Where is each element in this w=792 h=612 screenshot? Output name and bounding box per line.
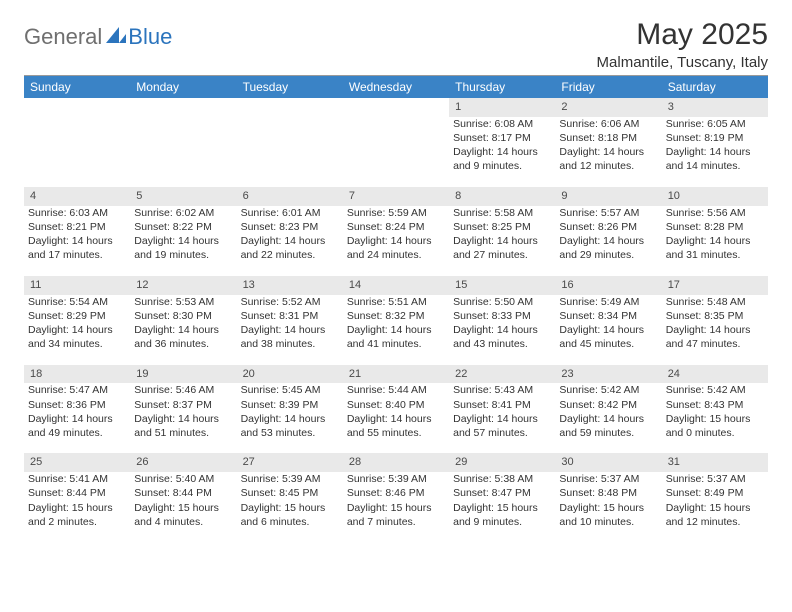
calendar-table: SundayMondayTuesdayWednesdayThursdayFrid… [24, 76, 768, 542]
day-details-row: Sunrise: 5:47 AMSunset: 8:36 PMDaylight:… [24, 383, 768, 453]
day-detail-cell: Sunrise: 5:39 AMSunset: 8:45 PMDaylight:… [237, 472, 343, 542]
day-details-row: Sunrise: 5:54 AMSunset: 8:29 PMDaylight:… [24, 295, 768, 365]
day-detail-cell: Sunrise: 5:52 AMSunset: 8:31 PMDaylight:… [237, 295, 343, 365]
day-number-row: 18192021222324 [24, 365, 768, 384]
day-number-cell: 11 [24, 276, 130, 295]
day-number-row: 25262728293031 [24, 453, 768, 472]
title-block: May 2025 Malmantile, Tuscany, Italy [597, 18, 768, 71]
day-detail-cell: Sunrise: 5:44 AMSunset: 8:40 PMDaylight:… [343, 383, 449, 453]
header: General Blue May 2025 Malmantile, Tuscan… [24, 18, 768, 71]
day-detail-cell: Sunrise: 5:53 AMSunset: 8:30 PMDaylight:… [130, 295, 236, 365]
logo-text-blue: Blue [128, 24, 172, 50]
day-detail-cell: Sunrise: 5:41 AMSunset: 8:44 PMDaylight:… [24, 472, 130, 542]
day-header: Saturday [662, 76, 768, 98]
day-number-cell: 29 [449, 453, 555, 472]
day-number-cell: 15 [449, 276, 555, 295]
day-header: Friday [555, 76, 661, 98]
calendar-body: 123Sunrise: 6:08 AMSunset: 8:17 PMDaylig… [24, 98, 768, 542]
day-number-row: 45678910 [24, 187, 768, 206]
day-header: Thursday [449, 76, 555, 98]
location: Malmantile, Tuscany, Italy [597, 54, 768, 71]
day-detail-cell: Sunrise: 6:05 AMSunset: 8:19 PMDaylight:… [662, 117, 768, 187]
day-detail-cell: Sunrise: 5:45 AMSunset: 8:39 PMDaylight:… [237, 383, 343, 453]
day-number-cell [343, 98, 449, 117]
day-number-cell: 25 [24, 453, 130, 472]
day-number-cell: 5 [130, 187, 236, 206]
day-detail-cell: Sunrise: 5:54 AMSunset: 8:29 PMDaylight:… [24, 295, 130, 365]
day-detail-cell [130, 117, 236, 187]
day-number-cell: 8 [449, 187, 555, 206]
day-detail-cell: Sunrise: 6:06 AMSunset: 8:18 PMDaylight:… [555, 117, 661, 187]
day-number-cell: 26 [130, 453, 236, 472]
day-detail-cell: Sunrise: 5:47 AMSunset: 8:36 PMDaylight:… [24, 383, 130, 453]
day-number-cell: 20 [237, 365, 343, 384]
day-number-cell: 19 [130, 365, 236, 384]
day-number-cell: 3 [662, 98, 768, 117]
day-detail-cell: Sunrise: 5:58 AMSunset: 8:25 PMDaylight:… [449, 206, 555, 276]
day-detail-cell: Sunrise: 5:39 AMSunset: 8:46 PMDaylight:… [343, 472, 449, 542]
day-number-cell: 1 [449, 98, 555, 117]
month-title: May 2025 [597, 18, 768, 52]
day-number-cell: 6 [237, 187, 343, 206]
day-number-cell: 12 [130, 276, 236, 295]
day-details-row: Sunrise: 6:08 AMSunset: 8:17 PMDaylight:… [24, 117, 768, 187]
day-detail-cell: Sunrise: 5:40 AMSunset: 8:44 PMDaylight:… [130, 472, 236, 542]
day-detail-cell: Sunrise: 5:48 AMSunset: 8:35 PMDaylight:… [662, 295, 768, 365]
day-header: Sunday [24, 76, 130, 98]
day-number-cell: 17 [662, 276, 768, 295]
day-detail-cell: Sunrise: 5:42 AMSunset: 8:43 PMDaylight:… [662, 383, 768, 453]
day-detail-cell: Sunrise: 5:38 AMSunset: 8:47 PMDaylight:… [449, 472, 555, 542]
day-number-cell: 31 [662, 453, 768, 472]
day-number-row: 123 [24, 98, 768, 117]
day-detail-cell: Sunrise: 5:51 AMSunset: 8:32 PMDaylight:… [343, 295, 449, 365]
logo-triangle-icon [106, 27, 126, 43]
day-number-cell: 7 [343, 187, 449, 206]
day-detail-cell: Sunrise: 5:46 AMSunset: 8:37 PMDaylight:… [130, 383, 236, 453]
day-number-cell: 30 [555, 453, 661, 472]
day-detail-cell: Sunrise: 6:08 AMSunset: 8:17 PMDaylight:… [449, 117, 555, 187]
day-detail-cell: Sunrise: 5:50 AMSunset: 8:33 PMDaylight:… [449, 295, 555, 365]
day-number-cell: 16 [555, 276, 661, 295]
day-header: Tuesday [237, 76, 343, 98]
day-detail-cell [24, 117, 130, 187]
day-details-row: Sunrise: 5:41 AMSunset: 8:44 PMDaylight:… [24, 472, 768, 542]
day-detail-cell: Sunrise: 5:37 AMSunset: 8:49 PMDaylight:… [662, 472, 768, 542]
day-detail-cell: Sunrise: 5:56 AMSunset: 8:28 PMDaylight:… [662, 206, 768, 276]
day-header: Wednesday [343, 76, 449, 98]
day-number-cell: 10 [662, 187, 768, 206]
day-number-cell: 24 [662, 365, 768, 384]
day-detail-cell [237, 117, 343, 187]
day-detail-cell: Sunrise: 5:49 AMSunset: 8:34 PMDaylight:… [555, 295, 661, 365]
day-number-cell: 27 [237, 453, 343, 472]
day-detail-cell: Sunrise: 5:57 AMSunset: 8:26 PMDaylight:… [555, 206, 661, 276]
logo-text-general: General [24, 24, 102, 50]
day-detail-cell: Sunrise: 6:01 AMSunset: 8:23 PMDaylight:… [237, 206, 343, 276]
day-number-cell: 4 [24, 187, 130, 206]
day-detail-cell [343, 117, 449, 187]
day-number-cell: 28 [343, 453, 449, 472]
day-detail-cell: Sunrise: 5:37 AMSunset: 8:48 PMDaylight:… [555, 472, 661, 542]
day-header: Monday [130, 76, 236, 98]
logo: General Blue [24, 24, 172, 50]
day-number-cell: 23 [555, 365, 661, 384]
day-number-cell: 21 [343, 365, 449, 384]
day-detail-cell: Sunrise: 5:43 AMSunset: 8:41 PMDaylight:… [449, 383, 555, 453]
day-number-cell: 13 [237, 276, 343, 295]
day-number-cell [237, 98, 343, 117]
day-number-cell: 14 [343, 276, 449, 295]
day-detail-cell: Sunrise: 5:59 AMSunset: 8:24 PMDaylight:… [343, 206, 449, 276]
day-number-cell: 22 [449, 365, 555, 384]
day-number-row: 11121314151617 [24, 276, 768, 295]
day-details-row: Sunrise: 6:03 AMSunset: 8:21 PMDaylight:… [24, 206, 768, 276]
day-header-row: SundayMondayTuesdayWednesdayThursdayFrid… [24, 76, 768, 98]
day-detail-cell: Sunrise: 5:42 AMSunset: 8:42 PMDaylight:… [555, 383, 661, 453]
day-detail-cell: Sunrise: 6:02 AMSunset: 8:22 PMDaylight:… [130, 206, 236, 276]
day-number-cell: 9 [555, 187, 661, 206]
day-number-cell: 2 [555, 98, 661, 117]
day-detail-cell: Sunrise: 6:03 AMSunset: 8:21 PMDaylight:… [24, 206, 130, 276]
day-number-cell [24, 98, 130, 117]
day-number-cell [130, 98, 236, 117]
day-number-cell: 18 [24, 365, 130, 384]
